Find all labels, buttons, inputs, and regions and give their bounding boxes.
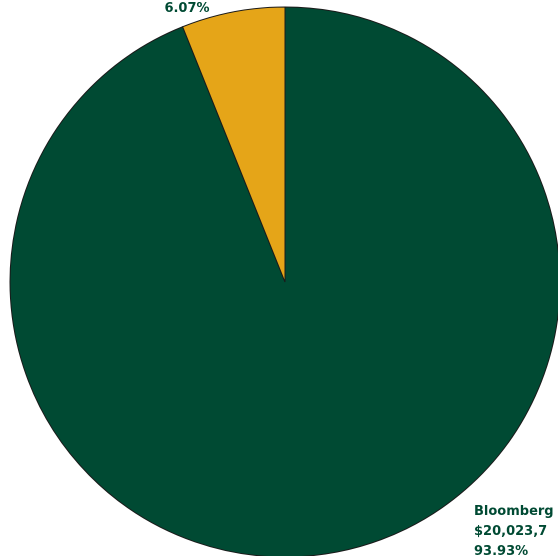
slice-label-other-percent: 6.07% — [164, 1, 209, 16]
slice-other — [181, 6, 286, 283]
pie-slices — [9, 6, 558, 556]
slice-bloomberg — [9, 6, 558, 556]
slice-label-bloomberg-percent: 93.93% — [474, 544, 528, 556]
slice-label-bloomberg-value: $20,023,7 — [474, 524, 547, 539]
slice-label-bloomberg-name: Bloomberg — [474, 504, 554, 519]
